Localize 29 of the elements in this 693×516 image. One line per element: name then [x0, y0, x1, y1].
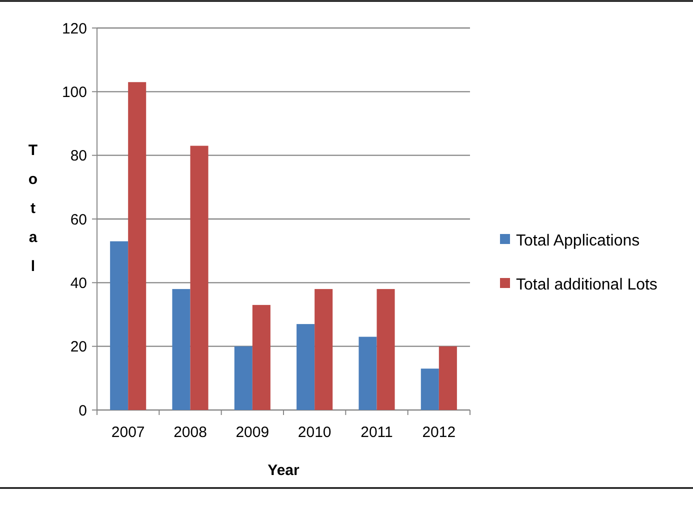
x-tick-label: 2012 [422, 424, 456, 441]
bar [314, 289, 333, 410]
y-tick-label: 60 [70, 211, 87, 228]
bar [172, 289, 190, 410]
bar [376, 289, 395, 410]
bar [420, 368, 439, 410]
bar [438, 346, 457, 410]
y-tick-label: 120 [62, 20, 87, 38]
x-tick-label: 2007 [111, 424, 145, 441]
bar [296, 324, 315, 410]
y-axis-title: Total [28, 142, 38, 275]
y-tick-label: 40 [70, 274, 87, 292]
y-tick-label: 20 [70, 338, 87, 356]
x-tick-label: 2010 [298, 424, 332, 441]
bar [252, 304, 270, 410]
bar [190, 146, 208, 410]
bar [234, 346, 252, 410]
y-tick-label: 80 [70, 148, 87, 165]
x-axis-title: Year [268, 462, 300, 479]
bar [110, 241, 128, 410]
y-tick-label: 0 [78, 402, 87, 420]
bar [358, 336, 377, 410]
x-tick-label: 2009 [236, 424, 270, 441]
legend-label: Total additional Lots [516, 276, 658, 294]
y-tick-label: 100 [62, 84, 87, 101]
bar [128, 82, 146, 410]
legend-label: Total Applications [516, 232, 640, 250]
x-tick-label: 2011 [360, 424, 393, 441]
x-tick-label: 2008 [174, 424, 207, 441]
